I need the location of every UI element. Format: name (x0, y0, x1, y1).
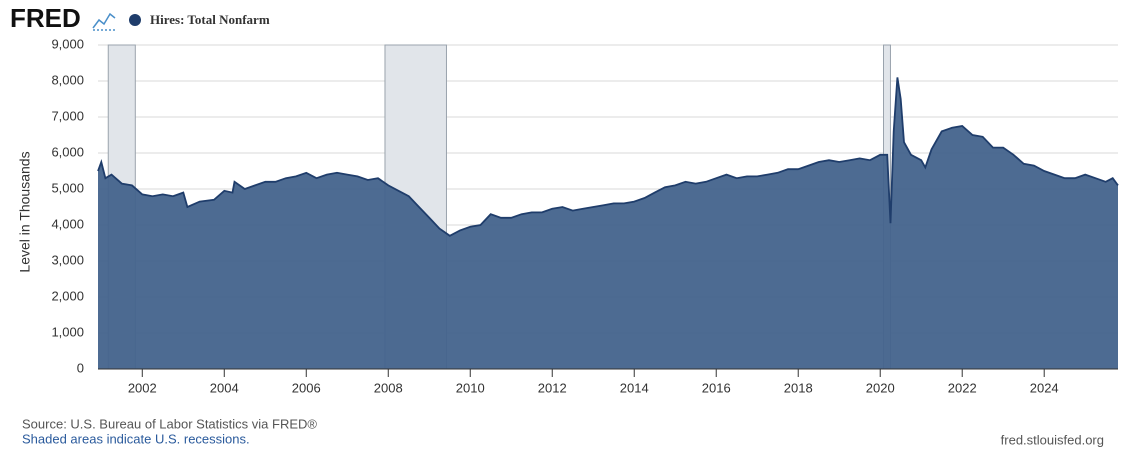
recession-note[interactable]: Shaded areas indicate U.S. recessions. (22, 431, 250, 446)
logo-icon (92, 12, 116, 31)
x-tick-label: 2022 (948, 380, 977, 395)
y-tick-label: 1,000 (51, 324, 84, 339)
x-tick-label: 2018 (784, 380, 813, 395)
x-tick-label: 2006 (292, 380, 321, 395)
logo: FRED (10, 3, 81, 33)
source: Source: U.S. Bureau of Labor Statistics … (22, 416, 317, 431)
line (97, 77, 1119, 237)
y-tick-label: 4,000 (51, 216, 84, 231)
y-tick-label: 9,000 (51, 36, 84, 51)
legend-label: Hires: Total Nonfarm (150, 12, 270, 27)
x-tick-label: 2014 (620, 380, 649, 395)
x-tick-label: 2016 (702, 380, 731, 395)
x-tick-label: 2002 (128, 380, 157, 395)
y-tick-label: 6,000 (51, 144, 84, 159)
y-tick-label: 3,000 (51, 252, 84, 267)
y-axis-title: Level in Thousands (17, 151, 33, 272)
x-tick-label: 2010 (456, 380, 485, 395)
x-tick-label: 2012 (538, 380, 567, 395)
legend-marker (129, 14, 141, 26)
x-tick-label: 2020 (866, 380, 895, 395)
x-tick-label: 2008 (374, 380, 403, 395)
area (98, 77, 1118, 370)
y-tick-label: 2,000 (51, 288, 84, 303)
y-tick-label: 7,000 (51, 108, 84, 123)
y-tick-label: 0 (77, 360, 84, 375)
y-tick-label: 5,000 (51, 180, 84, 195)
y-tick-label: 8,000 (51, 72, 84, 87)
x-tick-label: 2024 (1030, 380, 1059, 395)
x-tick-label: 2004 (210, 380, 239, 395)
site-link[interactable]: fred.stlouisfed.org (1001, 432, 1104, 447)
